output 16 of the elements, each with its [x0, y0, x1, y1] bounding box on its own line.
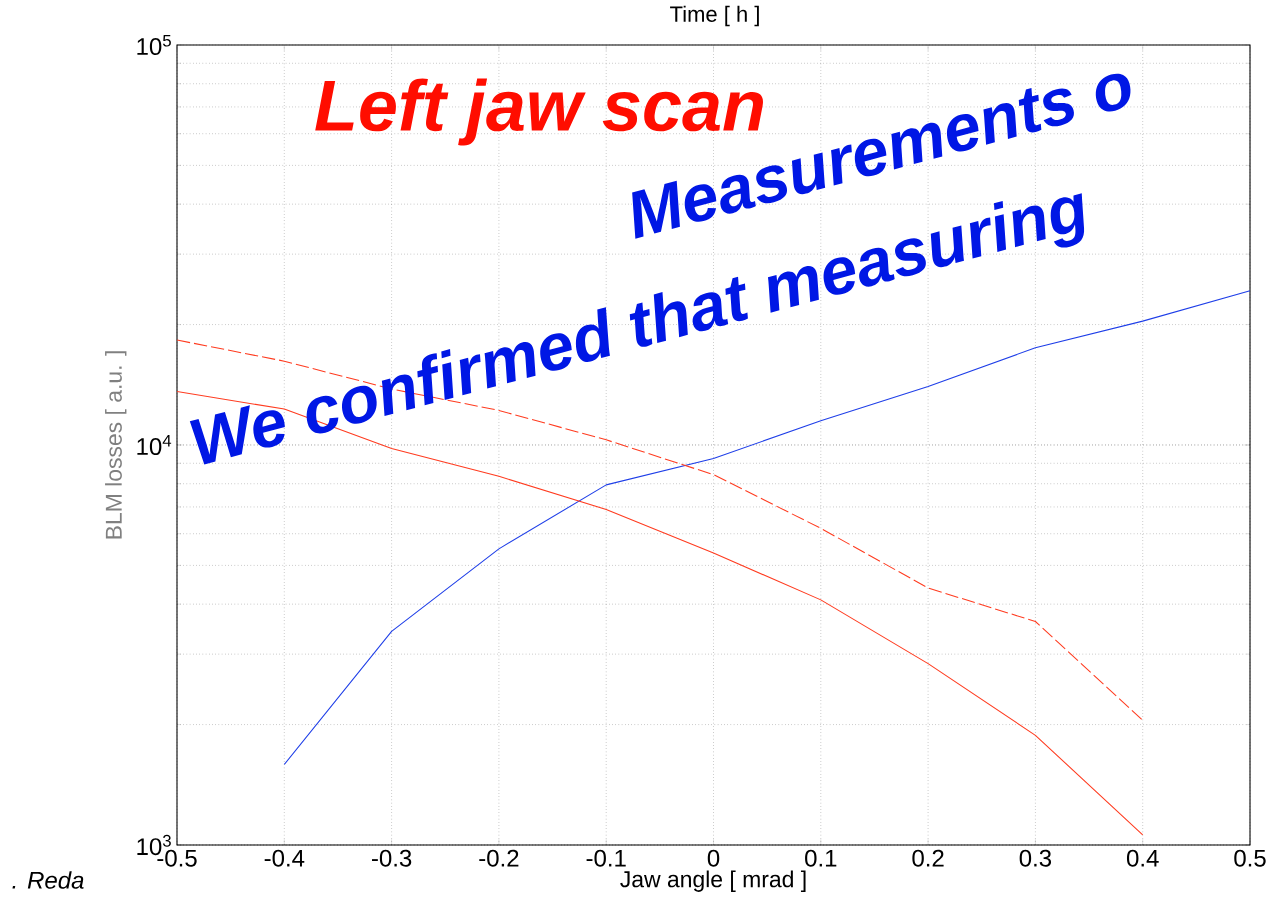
- y-tick-label: 10$^{5}$: [137, 34, 171, 56]
- x-tick-label: 0.5: [1234, 849, 1266, 867]
- text: Time [ h ]: [670, 5, 759, 27]
- x-tick-label: -0.1: [586, 849, 626, 867]
- y-tick-label: 10$^{4}$: [137, 434, 172, 456]
- x-tick-label: -0.2: [479, 849, 519, 867]
- x-axis-title: Jaw angle [ mrad ]: [620, 870, 806, 892]
- x-tick-label: 0.2: [912, 849, 944, 867]
- x-tick-label: 0: [707, 849, 720, 867]
- text: . Reda: [12, 871, 84, 889]
- y-axis-title: BLM losses [ a.u. ]: [105, 351, 127, 539]
- x-tick-label: -0.3: [371, 849, 412, 867]
- x-tick-label: 0.3: [1019, 849, 1052, 867]
- x-tick-label: 0.4: [1126, 849, 1159, 867]
- x-tick-label: -0.4: [264, 849, 305, 867]
- x-tick-label: 0.1: [805, 849, 837, 867]
